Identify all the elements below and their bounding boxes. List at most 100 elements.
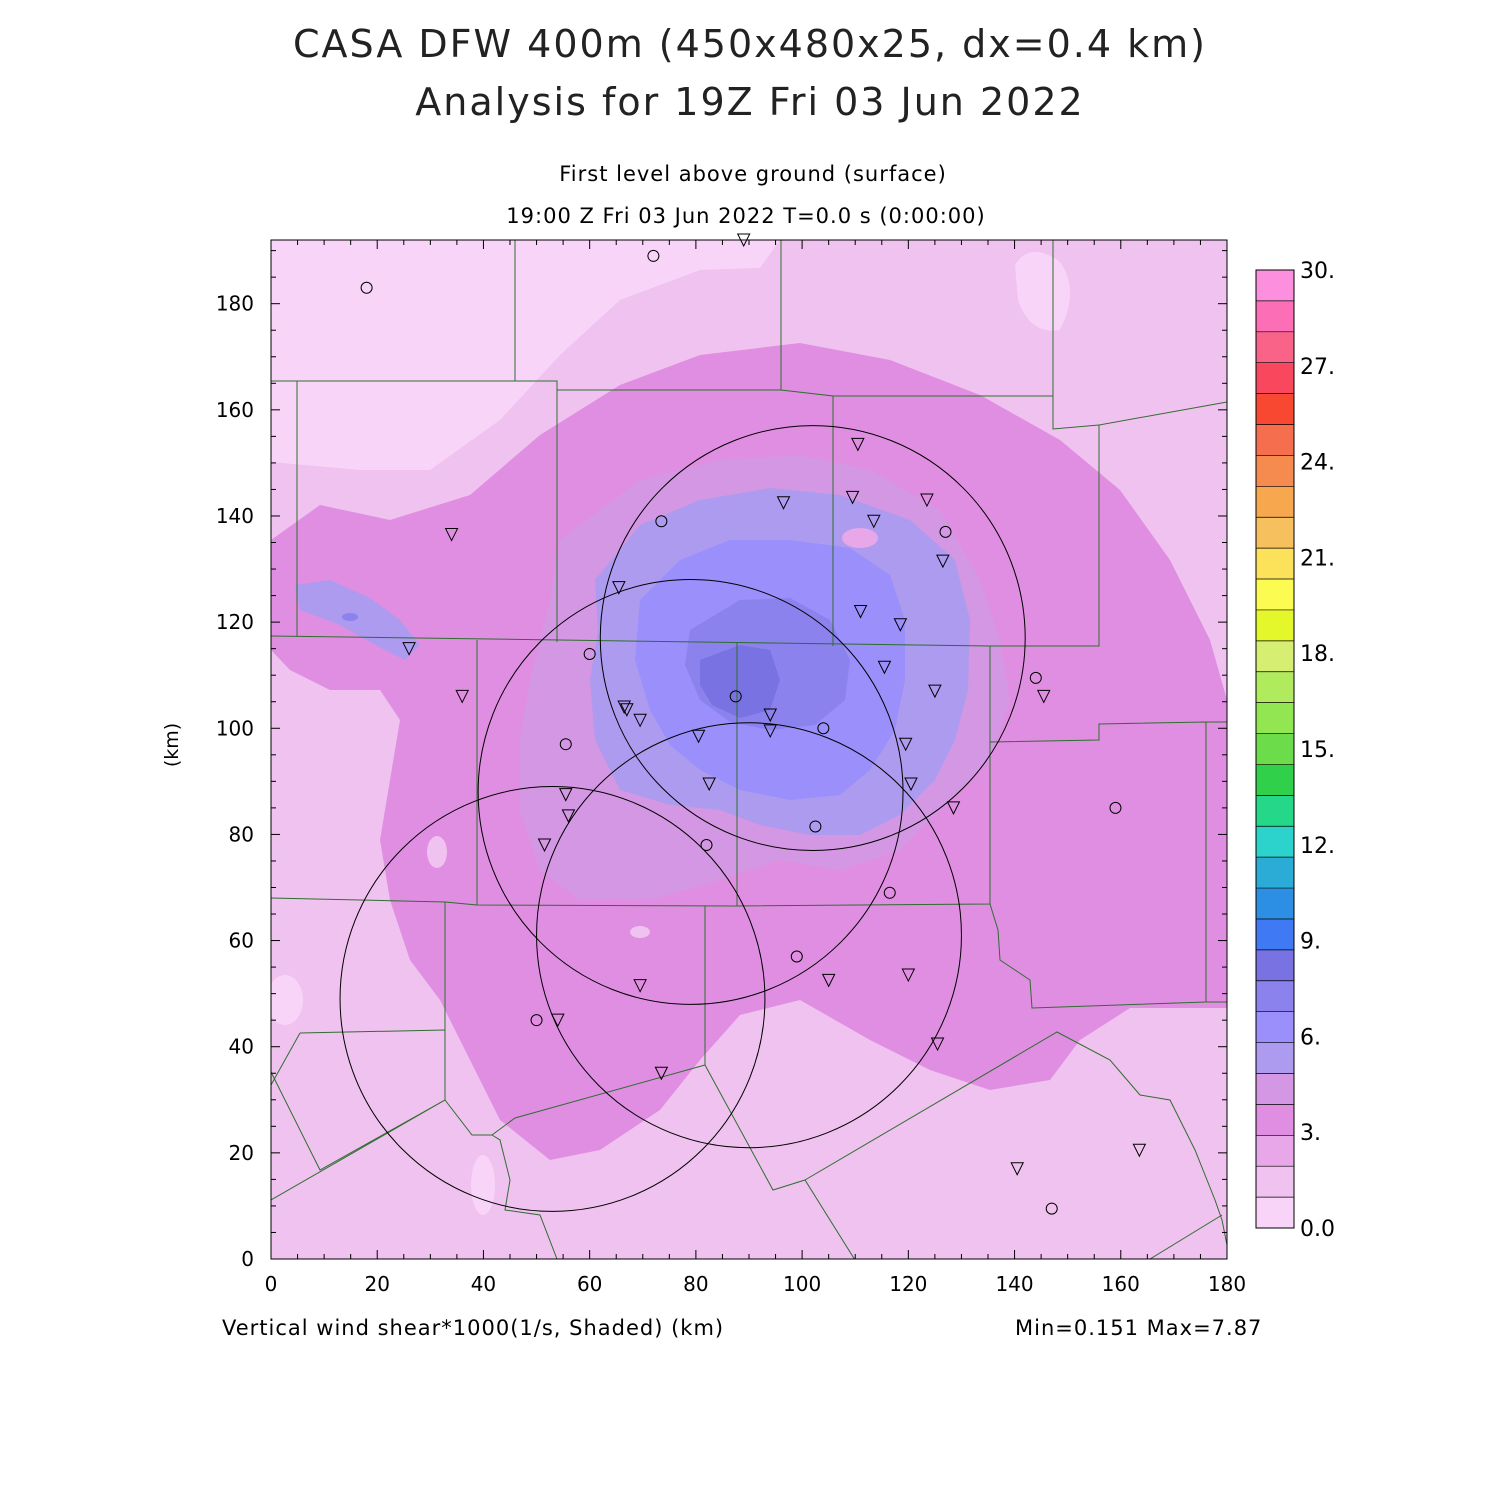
colorbar-swatch bbox=[1256, 517, 1294, 549]
station-triangle-marker bbox=[617, 700, 631, 715]
time-label: 19:00 Z Fri 03 Jun 2022 T=0.0 s (0:00:00… bbox=[506, 204, 986, 228]
station-triangle-marker bbox=[537, 838, 552, 853]
station-triangle-marker bbox=[691, 729, 706, 744]
field-description: Vertical wind shear*1000(1/s, Shaded) (k… bbox=[222, 1316, 725, 1340]
colorbar-label: 27. bbox=[1300, 355, 1335, 380]
x-tick-label: 120 bbox=[889, 1272, 927, 1296]
field-spot-3 bbox=[630, 926, 650, 938]
y-tick-label: 140 bbox=[216, 504, 254, 528]
axis-ticks bbox=[270, 240, 1228, 1260]
x-tick-label: 60 bbox=[577, 1272, 602, 1296]
colorbar-label: 0.0 bbox=[1300, 1217, 1335, 1242]
colorbar bbox=[1255, 269, 1295, 1229]
colorbar-swatch bbox=[1256, 1073, 1294, 1105]
station-triangle-marker bbox=[550, 1013, 565, 1028]
colorbar-label: 24. bbox=[1300, 451, 1335, 476]
station-circle-marker bbox=[883, 886, 896, 899]
field-spot-2 bbox=[427, 836, 447, 868]
station-triangle-marker bbox=[920, 493, 934, 508]
station-triangle-marker bbox=[763, 724, 778, 739]
colorbar-label: 15. bbox=[1300, 738, 1335, 763]
station-circle-marker bbox=[809, 820, 822, 833]
station-triangle-marker bbox=[402, 642, 416, 656]
station-circle-marker bbox=[530, 1014, 543, 1027]
station-triangle-marker bbox=[851, 437, 865, 452]
station-triangle-marker bbox=[946, 801, 961, 815]
station-triangle-marker bbox=[654, 1066, 669, 1081]
colorbar-swatch bbox=[1256, 918, 1294, 951]
colorbar-swatch bbox=[1256, 331, 1294, 364]
colorbar-swatch bbox=[1256, 1135, 1294, 1167]
field-spot-1 bbox=[842, 528, 878, 548]
station-markers bbox=[360, 233, 1147, 1215]
colorbar-swatch bbox=[1256, 424, 1294, 456]
station-circle-marker bbox=[559, 738, 572, 751]
chart-title-analysis: Analysis for 19Z Fri 03 Jun 2022 bbox=[415, 80, 1085, 124]
field-low-s bbox=[471, 1155, 495, 1215]
station-triangle-marker bbox=[776, 496, 791, 510]
colorbar-swatch bbox=[1256, 826, 1294, 858]
colorbar-swatch bbox=[1256, 1042, 1294, 1074]
station-circle-marker bbox=[1109, 801, 1122, 814]
station-triangle-marker bbox=[763, 708, 778, 723]
field-spot-4 bbox=[342, 613, 358, 621]
station-triangle-marker bbox=[901, 968, 916, 983]
colorbar-swatch bbox=[1256, 1011, 1294, 1044]
station-triangle-marker bbox=[455, 689, 470, 704]
radar-ring-southeast bbox=[536, 722, 962, 1149]
station-triangle-marker bbox=[620, 703, 634, 717]
colorbar-swatch bbox=[1256, 455, 1294, 487]
x-tick-label: 20 bbox=[364, 1272, 389, 1296]
station-circle-marker bbox=[655, 515, 668, 528]
colorbar-swatch bbox=[1256, 548, 1294, 580]
x-tick-label: 80 bbox=[683, 1272, 708, 1296]
colorbar-swatch bbox=[1256, 300, 1294, 333]
y-axis-label: (km) bbox=[161, 723, 183, 767]
min-max-stats: Min=0.151 Max=7.87 bbox=[1015, 1316, 1263, 1340]
x-tick-label: 0 bbox=[265, 1272, 278, 1296]
radar-ring-southwest bbox=[339, 785, 766, 1212]
colorbar-swatch bbox=[1256, 1166, 1294, 1198]
y-tick-label: 20 bbox=[229, 1141, 254, 1165]
colorbar-swatch bbox=[1256, 486, 1294, 518]
field-low-sw bbox=[271, 975, 303, 1025]
y-tick-label: 60 bbox=[229, 929, 254, 953]
colorbar-swatch bbox=[1256, 949, 1294, 982]
colorbar-swatch bbox=[1256, 640, 1294, 673]
colorbar-swatch bbox=[1256, 270, 1294, 302]
station-circle-marker bbox=[790, 950, 803, 963]
station-triangle-marker bbox=[928, 684, 942, 699]
y-tick-label: 40 bbox=[229, 1035, 254, 1059]
colorbar-label: 3. bbox=[1300, 1121, 1321, 1146]
level-label: First level above ground (surface) bbox=[559, 162, 947, 186]
station-circle-marker bbox=[1045, 1202, 1058, 1215]
station-circle-marker bbox=[1029, 671, 1042, 684]
y-tick-label: 160 bbox=[216, 398, 254, 422]
colorbar-swatch bbox=[1256, 888, 1294, 920]
field-low-north bbox=[271, 240, 780, 470]
field-high-west bbox=[295, 580, 420, 660]
x-tick-label: 100 bbox=[783, 1272, 821, 1296]
colorbar-swatch bbox=[1256, 362, 1294, 395]
colorbar-swatch bbox=[1256, 393, 1294, 426]
station-triangle-marker bbox=[558, 788, 573, 802]
axis-tick-labels: 0 20 40 60 80 100 120 140 160 180 0 20 40 60 80 100 120 1… bbox=[216, 292, 1246, 1296]
station-triangle-marker bbox=[853, 605, 868, 619]
station-triangle-marker bbox=[1036, 689, 1051, 704]
y-tick-label: 0 bbox=[241, 1247, 254, 1271]
station-triangle-marker bbox=[1132, 1143, 1147, 1158]
station-circle-marker bbox=[647, 249, 660, 262]
station-triangle-marker bbox=[612, 581, 626, 595]
colorbar-label: 30. bbox=[1300, 259, 1335, 284]
radar-ring-north bbox=[599, 425, 1026, 851]
station-circle-marker bbox=[583, 647, 596, 660]
colorbar-swatch bbox=[1256, 733, 1294, 765]
station-circle-marker bbox=[700, 839, 713, 852]
x-tick-label: 40 bbox=[471, 1272, 496, 1296]
colorbar-swatch bbox=[1256, 671, 1294, 704]
station-triangle-marker bbox=[845, 490, 860, 505]
y-tick-label: 180 bbox=[216, 292, 254, 316]
colorbar-swatch bbox=[1256, 795, 1294, 827]
colorbar-frame bbox=[1255, 269, 1295, 1229]
